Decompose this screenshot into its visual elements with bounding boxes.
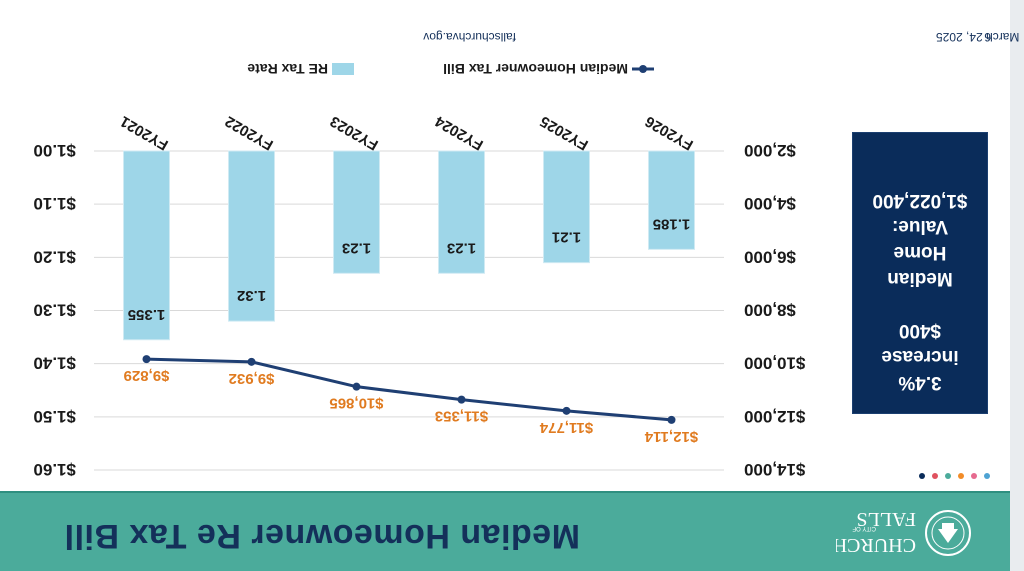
callout-line: Value:	[892, 216, 948, 237]
title-banner: Median Homeowner Re Tax Bill CHURCH FALL…	[0, 491, 1010, 571]
bar-value-label: 1.23	[447, 239, 476, 256]
legend-swatch-point	[639, 65, 647, 73]
line-value-label: $12,114	[644, 428, 698, 445]
right-axis-tick-label: $10,000	[744, 354, 805, 373]
category-label: FY2025	[537, 112, 591, 153]
bar	[228, 150, 275, 322]
left-axis-tick-label: $1.20	[33, 247, 76, 266]
line-point	[142, 355, 151, 364]
logo-text-bottom: FALLS	[856, 508, 916, 530]
right-axis-tick-label: $12,000	[744, 407, 805, 426]
right-axis-tick-label: $6,000	[744, 247, 796, 266]
left-axis-tick-label: $1.40	[33, 354, 76, 373]
callout-line: increase	[881, 346, 959, 367]
callout-spacer	[853, 291, 987, 317]
left-axis-tick-label: $1.00	[33, 141, 76, 160]
right-axis-tick-label: $4,000	[744, 194, 796, 213]
city-logo: CHURCH FALLS CITY OF	[836, 508, 971, 556]
bar	[333, 150, 380, 274]
category-label: FY2026	[642, 112, 696, 153]
legend-label-tax-bill: Median Homeowner Tax Bill	[443, 61, 628, 77]
bar	[123, 150, 170, 341]
category-label: FY2023	[327, 112, 381, 153]
legend-swatch-bar	[332, 63, 354, 75]
line-point	[247, 357, 256, 366]
line-value-label: $11,774	[539, 419, 593, 436]
bar-value-label: 1.23	[342, 239, 371, 256]
line-point	[457, 395, 466, 404]
bar-value-label: 1.185	[653, 215, 691, 232]
category-label: FY2021	[117, 112, 171, 153]
callout-line: $1,022,400	[872, 190, 968, 211]
page-number: 6	[984, 30, 991, 44]
line-point	[667, 415, 676, 424]
line-series	[146, 357, 672, 422]
value-callout: 3.4% increase $400 Median Home Value: $1…	[852, 132, 988, 414]
line-value-label: $9,829	[124, 367, 170, 384]
line-point	[352, 382, 361, 391]
left-axis-tick-label: $1.30	[33, 301, 76, 320]
category-label: FY2022	[222, 112, 276, 153]
callout-line: Home	[893, 242, 947, 263]
line-value-label: $10,865	[329, 395, 383, 412]
logo-text-top: CHURCH	[836, 534, 916, 556]
line-value-label: $9,932	[229, 370, 275, 387]
callout-line: Median	[887, 268, 953, 289]
line-value-label: $11,353	[435, 408, 488, 425]
bar	[648, 150, 695, 250]
callout-line: $400	[898, 320, 942, 341]
left-axis-tick-label: $1.10	[33, 194, 76, 213]
left-axis-tick-label: $1.50	[33, 407, 76, 426]
bar	[543, 150, 590, 264]
right-axis-tick-label: $8,000	[744, 301, 796, 320]
left-axis-tick-label: $1.60	[33, 460, 76, 479]
right-axis-tick-label: $2,000	[744, 141, 796, 160]
bar-value-label: 1.21	[552, 229, 581, 246]
bar-value-label: 1.32	[237, 287, 266, 304]
bar-value-label: 1.355	[128, 306, 166, 323]
callout-line: 3.4%	[898, 372, 942, 393]
category-label: FY2024	[432, 112, 487, 153]
right-axis-tick-label: $14,000	[744, 460, 805, 479]
legend-label-tax-rate: RE Tax Rate	[247, 61, 328, 77]
line-point	[562, 406, 571, 415]
logo-small-text: CITY OF	[852, 525, 876, 531]
footer-date: March 24, 2025	[936, 30, 1020, 44]
bar	[438, 150, 485, 274]
footer-website[interactable]: fallschurchva.gov	[423, 30, 516, 44]
